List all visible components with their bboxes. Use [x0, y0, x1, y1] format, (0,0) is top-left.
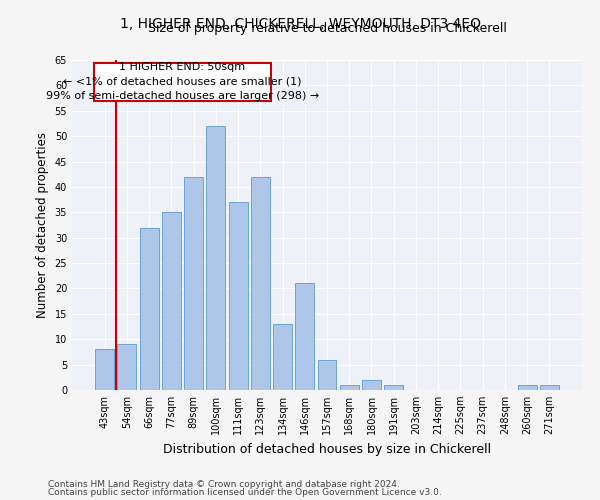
- Bar: [162, 212, 181, 390]
- Bar: [206, 126, 225, 390]
- Bar: [362, 380, 381, 390]
- Bar: [317, 360, 337, 390]
- Title: Size of property relative to detached houses in Chickerell: Size of property relative to detached ho…: [148, 22, 506, 35]
- FancyBboxPatch shape: [94, 62, 271, 100]
- Bar: [295, 284, 314, 390]
- Bar: [229, 202, 248, 390]
- Text: Contains HM Land Registry data © Crown copyright and database right 2024.: Contains HM Land Registry data © Crown c…: [48, 480, 400, 489]
- Bar: [140, 228, 158, 390]
- Bar: [273, 324, 292, 390]
- Bar: [95, 350, 114, 390]
- Bar: [340, 385, 359, 390]
- Y-axis label: Number of detached properties: Number of detached properties: [36, 132, 49, 318]
- Bar: [384, 385, 403, 390]
- Text: 1 HIGHER END: 50sqm
← <1% of detached houses are smaller (1)
99% of semi-detache: 1 HIGHER END: 50sqm ← <1% of detached ho…: [46, 62, 319, 102]
- X-axis label: Distribution of detached houses by size in Chickerell: Distribution of detached houses by size …: [163, 442, 491, 456]
- Bar: [518, 385, 536, 390]
- Bar: [540, 385, 559, 390]
- Bar: [251, 177, 270, 390]
- Bar: [118, 344, 136, 390]
- Text: 1, HIGHER END, CHICKERELL, WEYMOUTH, DT3 4EQ: 1, HIGHER END, CHICKERELL, WEYMOUTH, DT3…: [119, 18, 481, 32]
- Text: Contains public sector information licensed under the Open Government Licence v3: Contains public sector information licen…: [48, 488, 442, 497]
- Bar: [184, 177, 203, 390]
